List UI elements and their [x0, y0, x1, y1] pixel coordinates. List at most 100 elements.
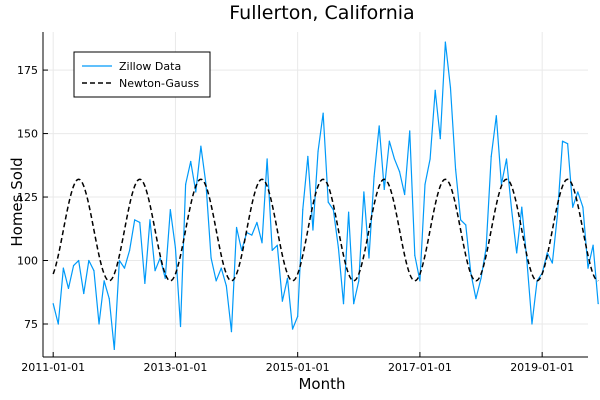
- y-tick-label: 125: [17, 191, 38, 204]
- point-zillow-data: [216, 280, 217, 281]
- point-zillow-data: [516, 252, 517, 253]
- legend: Zillow Data Newton-Gauss: [74, 52, 210, 97]
- point-zillow-data: [58, 323, 59, 324]
- point-zillow-data: [312, 229, 313, 230]
- point-zillow-data: [282, 301, 283, 302]
- point-zillow-data: [139, 222, 140, 223]
- point-zillow-data: [562, 141, 563, 142]
- legend-box: [74, 52, 210, 97]
- point-zillow-data: [109, 298, 110, 299]
- point-zillow-data: [323, 113, 324, 114]
- point-zillow-data: [567, 143, 568, 144]
- y-tick-label: 75: [24, 318, 38, 331]
- point-zillow-data: [470, 273, 471, 274]
- point-zillow-data: [292, 328, 293, 329]
- point-zillow-data: [460, 219, 461, 220]
- point-zillow-data: [231, 331, 232, 332]
- point-zillow-data: [160, 257, 161, 258]
- x-axis-label: Month: [298, 375, 345, 393]
- point-zillow-data: [445, 42, 446, 43]
- point-zillow-data: [363, 191, 364, 192]
- point-zillow-data: [592, 245, 593, 246]
- point-zillow-data: [348, 212, 349, 213]
- point-zillow-data: [430, 158, 431, 159]
- point-zillow-data: [261, 242, 262, 243]
- point-zillow-data: [379, 125, 380, 126]
- point-zillow-data: [104, 280, 105, 281]
- point-zillow-data: [307, 156, 308, 157]
- x-tick-label: 2015-01-01: [266, 361, 330, 374]
- point-zillow-data: [297, 316, 298, 317]
- point-zillow-data: [328, 202, 329, 203]
- point-zillow-data: [409, 130, 410, 131]
- point-zillow-data: [267, 158, 268, 159]
- point-zillow-data: [577, 191, 578, 192]
- point-zillow-data: [547, 252, 548, 253]
- point-zillow-data: [552, 262, 553, 263]
- point-zillow-data: [287, 278, 288, 279]
- point-zillow-data: [226, 285, 227, 286]
- point-zillow-data: [236, 227, 237, 228]
- point-zillow-data: [404, 194, 405, 195]
- point-zillow-data: [154, 270, 155, 271]
- point-zillow-data: [78, 260, 79, 261]
- point-zillow-data: [521, 207, 522, 208]
- point-zillow-data: [424, 184, 425, 185]
- point-zillow-data: [88, 260, 89, 261]
- point-zillow-data: [368, 257, 369, 258]
- point-zillow-data: [358, 280, 359, 281]
- point-zillow-data: [343, 303, 344, 304]
- point-zillow-data: [129, 250, 130, 251]
- point-zillow-data: [511, 209, 512, 210]
- point-zillow-data: [185, 184, 186, 185]
- point-zillow-data: [221, 268, 222, 269]
- point-zillow-data: [195, 191, 196, 192]
- point-zillow-data: [210, 257, 211, 258]
- point-zillow-data: [200, 146, 201, 147]
- point-zillow-data: [180, 326, 181, 327]
- point-zillow-data: [399, 171, 400, 172]
- point-zillow-data: [475, 298, 476, 299]
- point-zillow-data: [384, 189, 385, 190]
- point-zillow-data: [582, 207, 583, 208]
- point-zillow-data: [277, 245, 278, 246]
- point-zillow-data: [557, 214, 558, 215]
- chart-title: Fullerton, California: [229, 2, 414, 24]
- point-zillow-data: [256, 222, 257, 223]
- point-zillow-data: [170, 209, 171, 210]
- point-zillow-data: [83, 293, 84, 294]
- point-zillow-data: [506, 158, 507, 159]
- x-tick-label: 2013-01-01: [143, 361, 207, 374]
- point-zillow-data: [63, 268, 64, 269]
- point-zillow-data: [587, 268, 588, 269]
- point-zillow-data: [144, 283, 145, 284]
- point-zillow-data: [389, 141, 390, 142]
- point-zillow-data: [317, 151, 318, 152]
- point-zillow-data: [373, 176, 374, 177]
- point-zillow-data: [353, 303, 354, 304]
- point-zillow-data: [114, 349, 115, 350]
- legend-label-newton-gauss: Newton-Gauss: [119, 77, 199, 90]
- point-zillow-data: [480, 278, 481, 279]
- x-tick-label: 2019-01-01: [510, 361, 574, 374]
- y-tick-label: 150: [17, 128, 38, 141]
- point-zillow-data: [435, 90, 436, 91]
- point-zillow-data: [496, 115, 497, 116]
- ticks: 2011-01-01 2013-01-01 2015-01-01 2017-01-01…: [17, 64, 574, 374]
- point-zillow-data: [124, 268, 125, 269]
- point-zillow-data: [302, 209, 303, 210]
- point-zillow-data: [175, 247, 176, 248]
- y-tick-label: 175: [17, 64, 38, 77]
- point-zillow-data: [93, 270, 94, 271]
- point-zillow-data: [338, 247, 339, 248]
- point-zillow-data: [149, 219, 150, 220]
- point-zillow-data: [440, 138, 441, 139]
- point-zillow-data: [486, 247, 487, 248]
- point-zillow-data: [572, 207, 573, 208]
- point-zillow-data: [598, 303, 599, 304]
- point-zillow-data: [531, 323, 532, 324]
- point-zillow-data: [450, 87, 451, 88]
- y-tick-label: 100: [17, 255, 38, 268]
- point-zillow-data: [190, 161, 191, 162]
- series-newton-gauss: [53, 179, 598, 281]
